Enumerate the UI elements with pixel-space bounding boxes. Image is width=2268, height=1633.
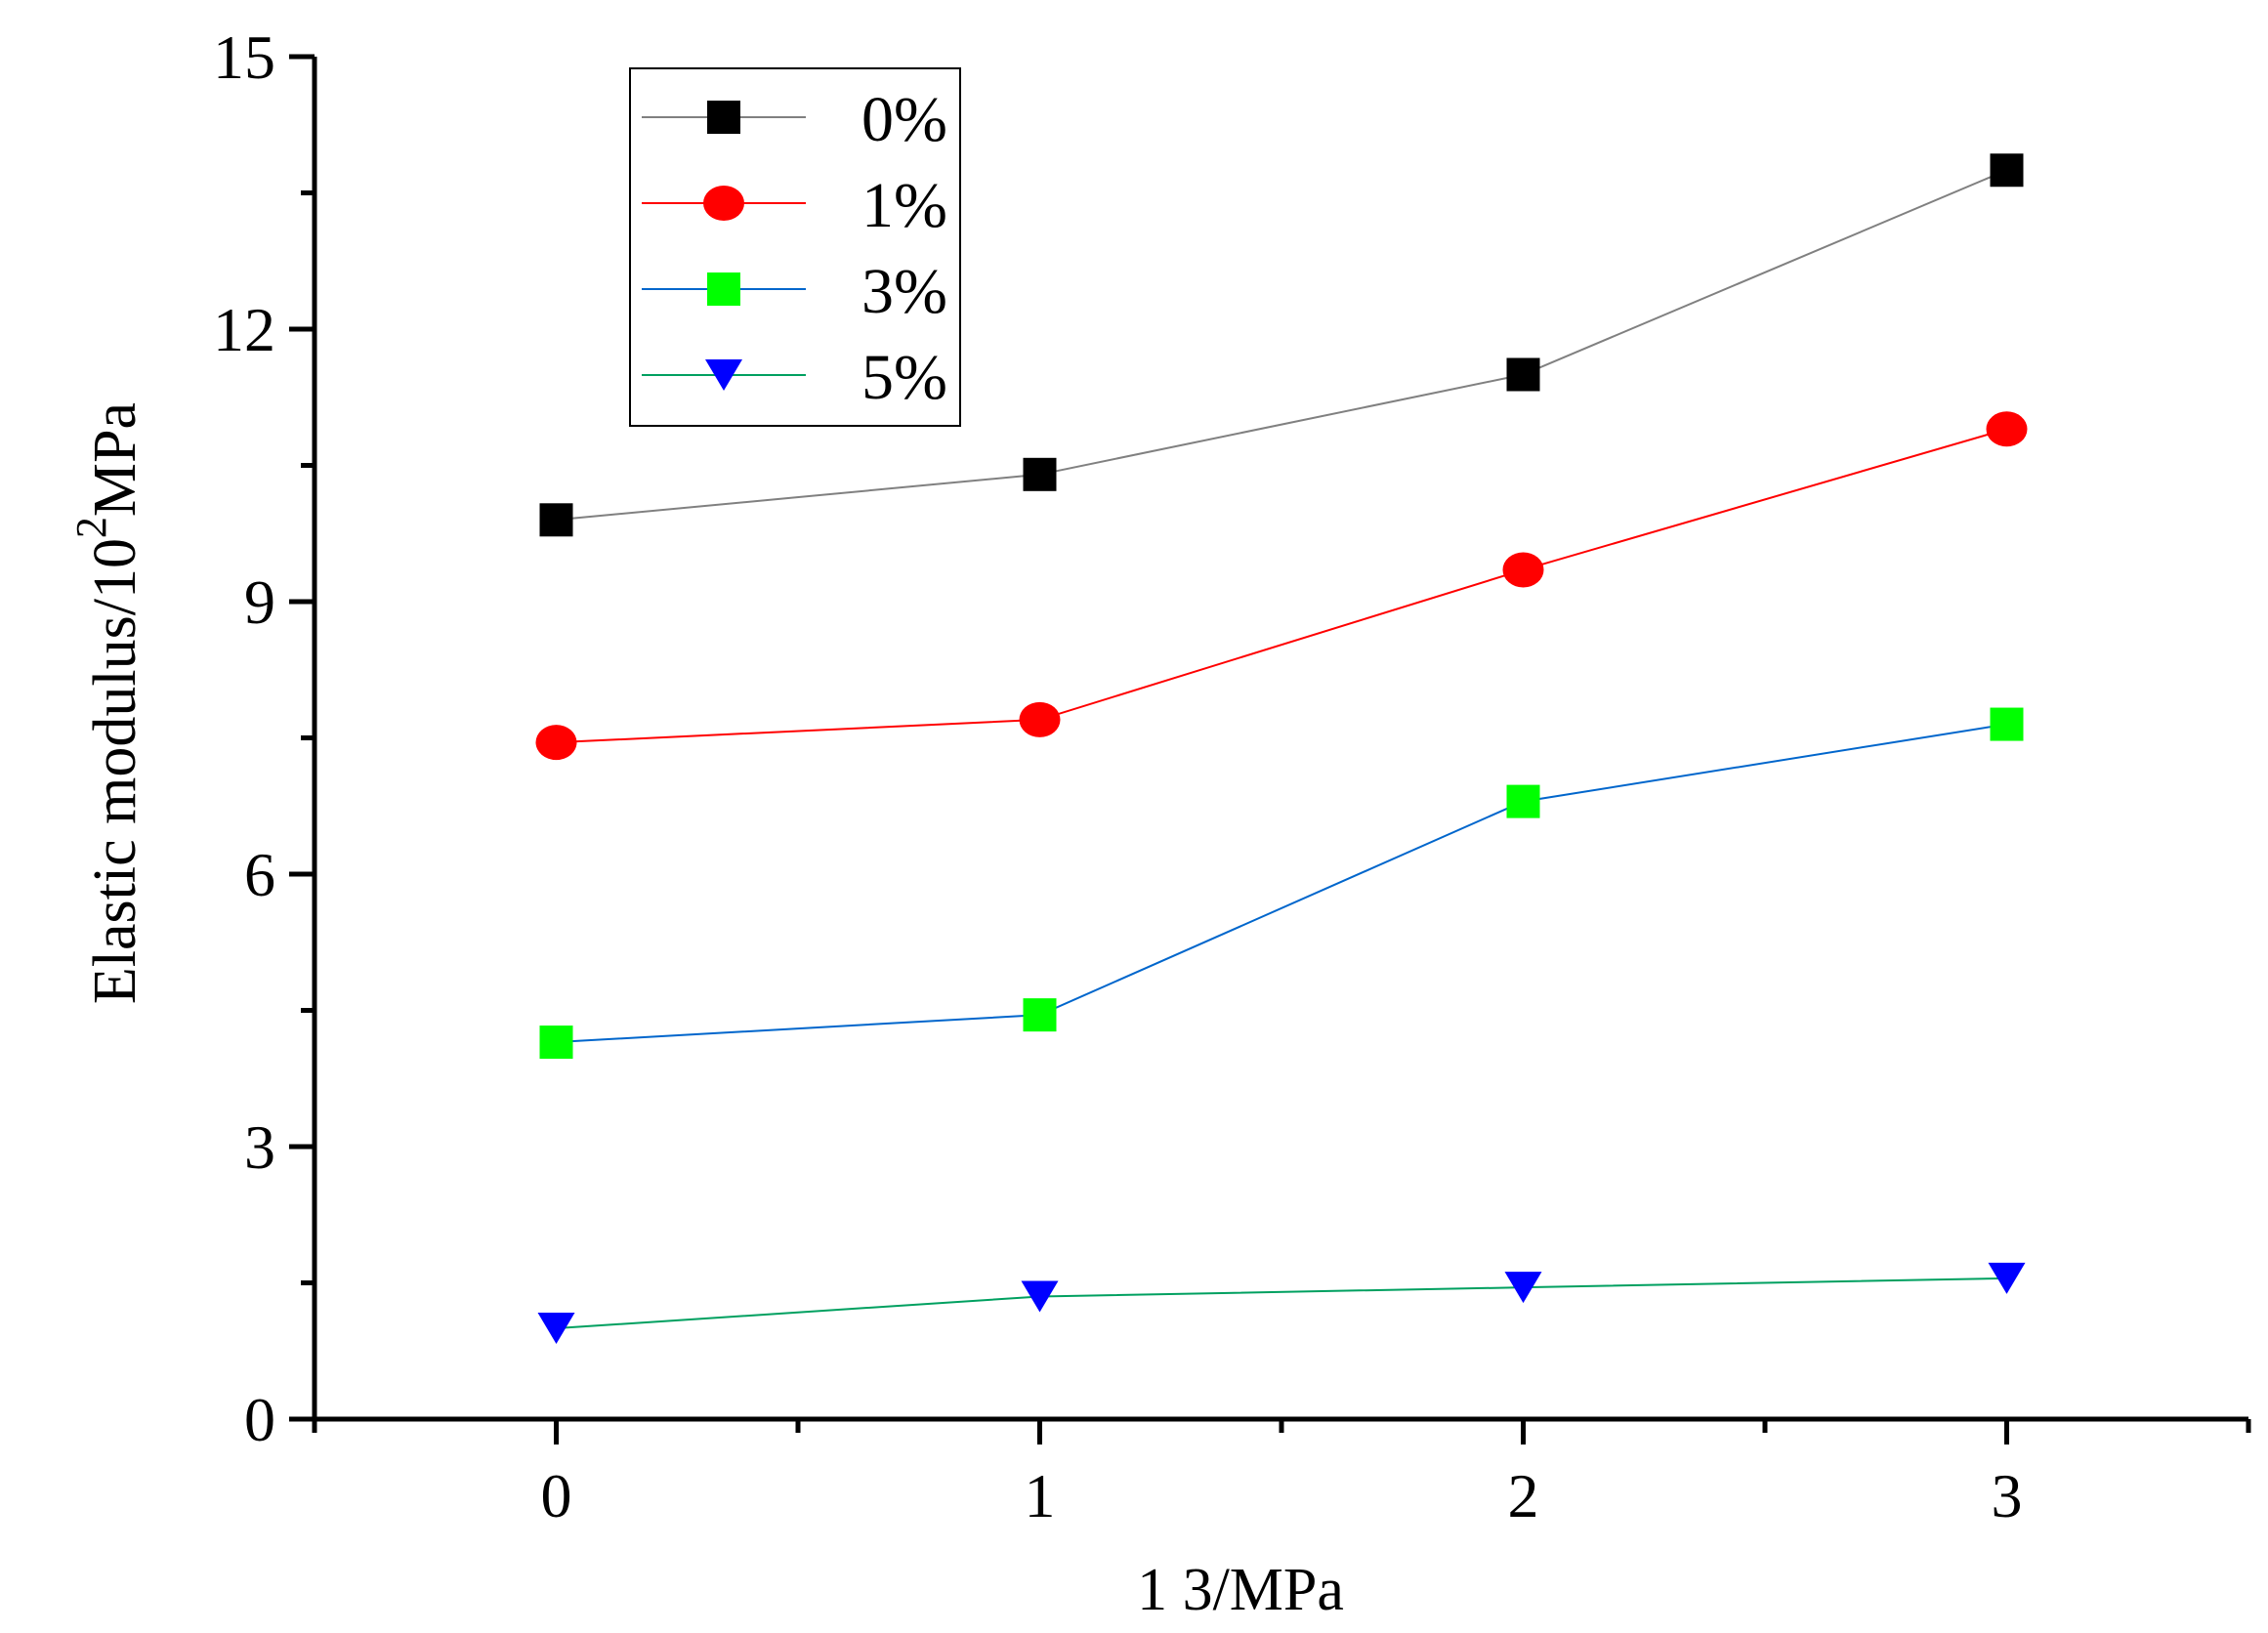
- y-tick-label: 15: [213, 22, 275, 92]
- legend-label: 1%: [861, 170, 947, 241]
- legend-marker: [707, 101, 740, 134]
- legend-box: [629, 67, 961, 427]
- legend-label: 5%: [861, 342, 947, 413]
- data-point: [1504, 1272, 1542, 1304]
- axes: [312, 57, 2248, 1422]
- legend-label: 3%: [861, 256, 947, 327]
- series-lines: [556, 169, 2007, 1329]
- y-tick-label: 6: [244, 840, 275, 909]
- data-point: [1023, 457, 1057, 491]
- x-tick-label: 0: [541, 1461, 572, 1530]
- series-line: [556, 723, 2007, 1044]
- data-point: [1019, 701, 1061, 737]
- y-tick-label: 9: [244, 567, 275, 637]
- series-markers: [535, 153, 2028, 1344]
- data-point: [1506, 357, 1540, 392]
- legend-marker: [703, 186, 744, 221]
- data-point: [539, 503, 573, 537]
- legend-label: 0%: [861, 84, 947, 155]
- series-line: [556, 428, 2007, 744]
- data-point: [1986, 411, 2028, 447]
- data-point: [1023, 998, 1057, 1032]
- series-line: [556, 1277, 2007, 1329]
- y-tick-label: 3: [244, 1112, 275, 1182]
- data-point: [535, 725, 577, 761]
- y-tick-label: 12: [213, 295, 275, 364]
- legend-marker: [705, 359, 742, 391]
- series-line: [556, 169, 2007, 522]
- data-point: [1506, 784, 1540, 818]
- y-axis-title-superscript: 2: [67, 517, 115, 538]
- y-tick-label: 0: [244, 1385, 275, 1454]
- y-axis-title-unit: MPa: [82, 402, 148, 517]
- legend-marker: [707, 272, 740, 306]
- data-point: [1988, 1262, 2026, 1294]
- x-tick-label: 2: [1508, 1461, 1539, 1530]
- x-tick-label: 1: [1025, 1461, 1056, 1530]
- data-point: [1502, 552, 1544, 588]
- data-point: [1990, 153, 2024, 188]
- x-tick-label: 3: [1992, 1461, 2023, 1530]
- data-point: [1021, 1280, 1059, 1313]
- data-point: [539, 1026, 573, 1060]
- x-axis-title: 1 3/MPa: [1137, 1557, 1344, 1623]
- data-point: [537, 1313, 575, 1344]
- y-axis-title-main: Elastic modulus/10: [82, 538, 148, 1004]
- data-point: [1990, 707, 2024, 741]
- y-axis-title: Elastic modulus/102MPa: [67, 402, 148, 1004]
- legend: 0% 1% 3% 5%: [629, 67, 961, 427]
